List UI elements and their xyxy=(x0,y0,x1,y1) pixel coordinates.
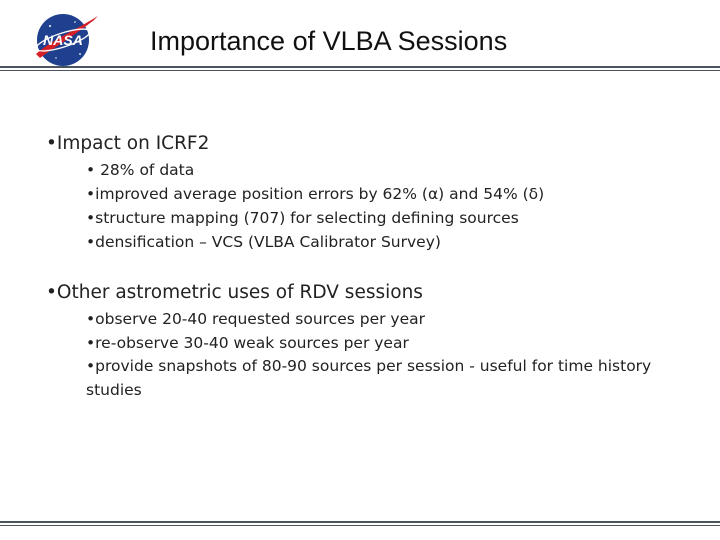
list-item: •structure mapping (707) for selecting d… xyxy=(86,209,519,227)
section-heading-rdv: •Other astrometric uses of RDV sessions xyxy=(46,282,423,303)
list-item: •re-observe 30-40 weak sources per year xyxy=(86,334,409,352)
header-rule-thin xyxy=(0,70,720,71)
list-item: •improved average position errors by 62%… xyxy=(86,185,545,203)
footer-rule xyxy=(0,521,720,523)
list-item: •provide snapshots of 80-90 sources per … xyxy=(86,357,652,399)
footer-rule-thin xyxy=(0,525,720,526)
section-heading-icrf2: •Impact on ICRF2 xyxy=(46,133,210,154)
slide-title: Importance of VLBA Sessions xyxy=(150,26,508,56)
list-item: •observe 20-40 requested sources per yea… xyxy=(86,310,426,328)
list-item: • 28% of data xyxy=(86,161,195,179)
list-item: •densification – VCS (VLBA Calibrator Su… xyxy=(86,233,441,251)
svg-text:NASA: NASA xyxy=(43,32,83,48)
header-rule xyxy=(0,66,720,68)
nasa-logo: NASA xyxy=(35,14,98,66)
